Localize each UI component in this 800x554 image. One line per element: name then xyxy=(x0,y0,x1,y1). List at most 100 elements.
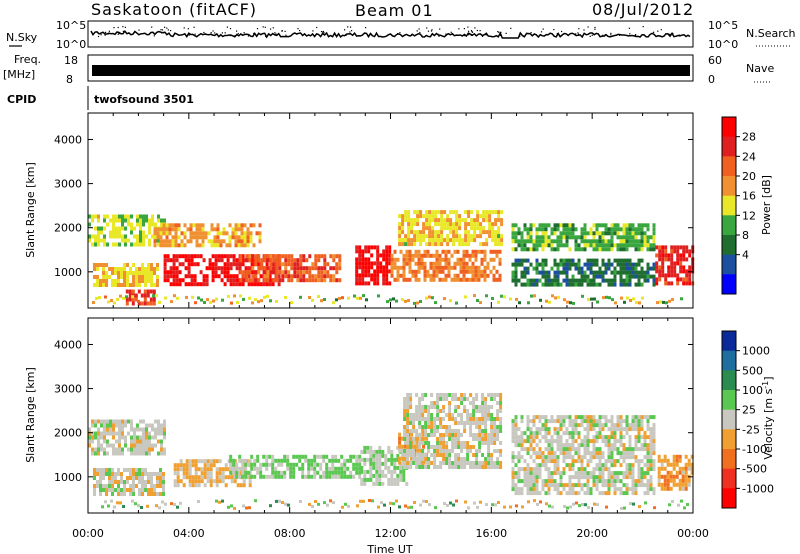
echo-cell xyxy=(616,479,620,484)
echo-cell xyxy=(174,223,178,228)
echo-cell xyxy=(328,470,332,475)
ground-scatter-cell xyxy=(95,296,98,300)
echo-cell xyxy=(580,247,584,252)
echo-cell xyxy=(460,457,464,461)
echo-cell xyxy=(424,425,428,429)
echo-cell xyxy=(544,427,548,432)
echo-cell xyxy=(526,475,530,480)
echo-cell xyxy=(379,261,383,266)
echo-cell xyxy=(421,441,425,445)
echo-cell xyxy=(308,266,312,271)
echo-cell xyxy=(298,454,302,459)
echo-cell xyxy=(523,447,527,452)
echo-cell xyxy=(204,235,208,240)
echo-cell xyxy=(628,487,632,492)
echo-cell xyxy=(358,458,362,463)
echo-cell xyxy=(403,397,407,401)
ground-scatter-cell xyxy=(110,499,113,503)
echo-cell xyxy=(541,266,545,271)
echo-cell xyxy=(517,487,521,492)
echo-cell xyxy=(385,261,389,266)
echo-cell xyxy=(494,238,498,243)
echo-cell xyxy=(459,277,463,282)
echo-cell xyxy=(283,470,287,475)
echo-cell xyxy=(625,463,629,468)
echo-cell xyxy=(277,282,281,287)
echo-cell xyxy=(592,415,596,420)
echo-cell xyxy=(565,415,569,420)
echo-cell xyxy=(466,397,470,401)
echo-cell xyxy=(625,247,629,252)
echo-cell xyxy=(94,435,97,440)
echo-cell xyxy=(598,431,602,436)
echo-cell xyxy=(188,459,192,464)
echo-cell xyxy=(628,475,632,480)
echo-cell xyxy=(517,231,521,236)
echo-cell xyxy=(375,453,379,458)
ground-scatter-cell xyxy=(563,504,566,508)
echo-cell xyxy=(574,439,578,444)
ground-scatter-cell xyxy=(518,301,521,305)
echo-cell xyxy=(604,459,608,464)
echo-cell xyxy=(177,243,181,248)
echo-cell xyxy=(496,449,500,453)
echo-cell xyxy=(643,235,647,240)
echo-cell xyxy=(646,451,650,456)
echo-cell xyxy=(448,457,452,461)
echo-cell xyxy=(218,459,222,464)
echo-cell xyxy=(320,274,324,279)
echo-cell xyxy=(274,466,278,471)
echo-cell xyxy=(589,427,593,432)
echo-cell xyxy=(250,262,254,267)
echo-cell xyxy=(308,270,312,275)
echo-cell xyxy=(214,270,218,275)
echo-cell xyxy=(156,275,159,279)
echo-cell xyxy=(407,242,411,247)
echo-cell xyxy=(637,270,641,275)
echo-cell xyxy=(453,249,457,254)
echo-cell xyxy=(685,249,689,254)
echo-cell xyxy=(424,429,428,433)
echo-cell xyxy=(476,214,480,219)
echo-cell xyxy=(622,443,626,448)
echo-cell xyxy=(147,488,150,492)
echo-cell xyxy=(193,254,197,259)
echo-cell xyxy=(352,474,356,479)
echo-cell xyxy=(209,459,213,464)
echo-cell xyxy=(136,451,139,456)
echo-cell xyxy=(165,243,169,248)
noise-search-dot xyxy=(530,32,532,34)
echo-cell xyxy=(592,247,596,252)
echo-cell xyxy=(496,401,500,405)
echo-cell xyxy=(556,239,560,244)
echo-cell xyxy=(523,274,527,279)
echo-cell xyxy=(184,282,188,287)
echo-cell xyxy=(408,261,412,266)
echo-cell xyxy=(97,214,100,219)
echo-cell xyxy=(369,457,373,462)
ground-scatter-cell xyxy=(608,296,611,300)
echo-cell xyxy=(565,223,569,228)
echo-cell xyxy=(364,261,368,266)
echo-cell xyxy=(553,451,557,456)
echo-cell xyxy=(458,238,462,243)
echo-cell xyxy=(625,239,629,244)
echo-cell xyxy=(538,431,542,436)
echo-cell xyxy=(577,423,581,428)
ground-scatter-cell xyxy=(623,506,626,510)
echo-cell xyxy=(583,419,587,424)
echo-cell xyxy=(655,277,659,282)
echo-cell xyxy=(111,283,114,287)
echo-cell xyxy=(631,483,635,488)
echo-cell xyxy=(550,447,554,452)
echo-cell xyxy=(431,210,435,215)
echo-cell xyxy=(646,443,650,448)
echo-cell xyxy=(568,475,572,480)
echo-cell xyxy=(444,249,448,254)
echo-cell xyxy=(271,458,275,463)
echo-cell xyxy=(325,462,329,467)
beam-title: Beam 01 xyxy=(355,1,434,20)
echo-cell xyxy=(126,263,129,267)
echo-cell xyxy=(550,231,554,236)
echo-cell xyxy=(427,457,431,461)
